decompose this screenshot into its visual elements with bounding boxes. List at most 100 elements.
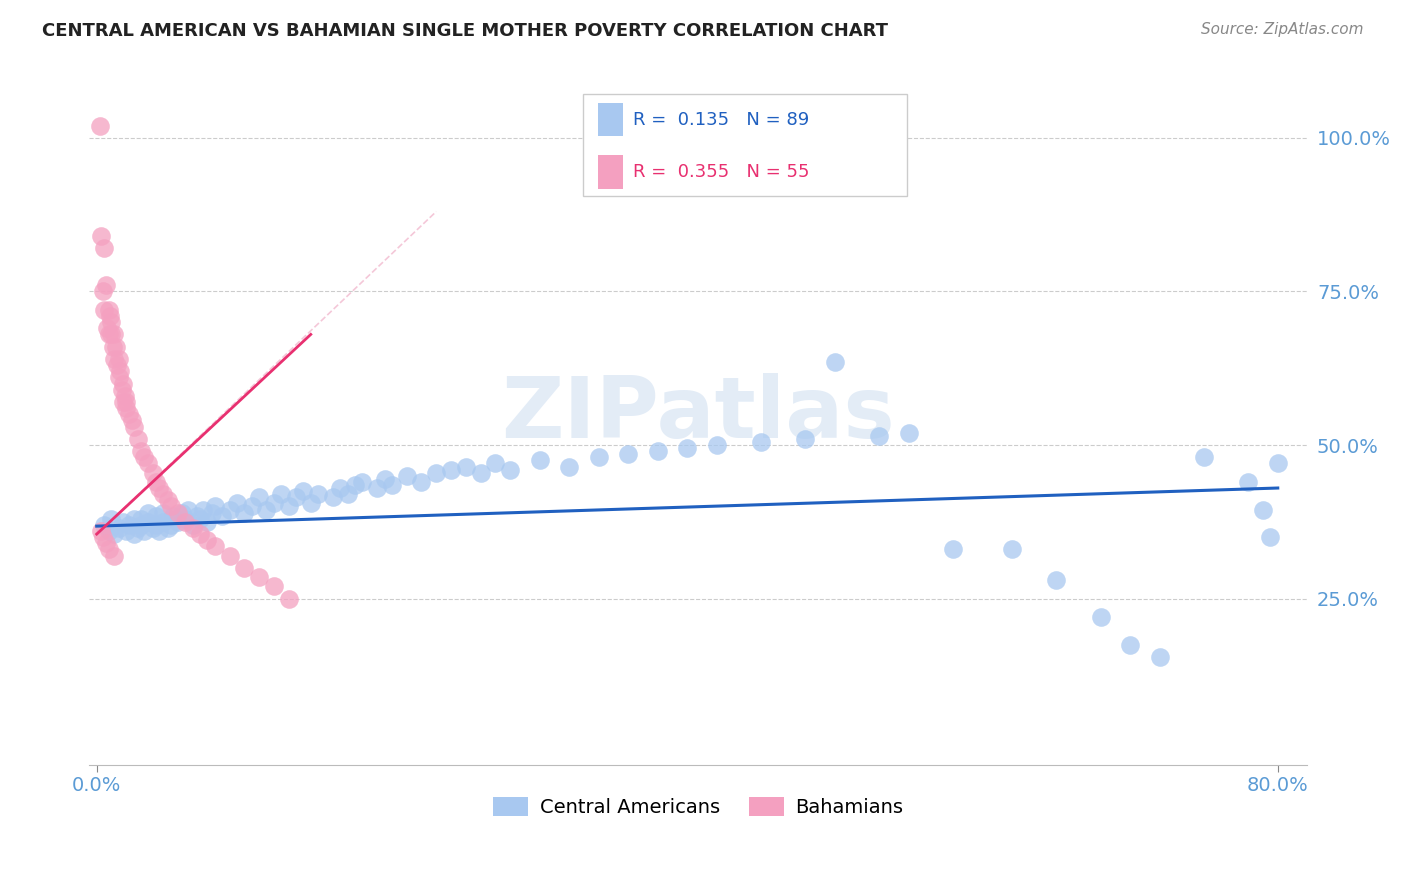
- Point: [226, 496, 249, 510]
- Point: [100, 315, 122, 329]
- Point: [299, 496, 322, 510]
- Point: [263, 496, 285, 510]
- Point: [1237, 475, 1260, 489]
- Point: [142, 466, 165, 480]
- Point: [111, 383, 134, 397]
- Point: [138, 506, 160, 520]
- Point: [96, 321, 118, 335]
- Point: [240, 500, 263, 514]
- Point: [247, 490, 270, 504]
- Point: [942, 542, 965, 557]
- Point: [172, 506, 194, 520]
- Point: [93, 302, 115, 317]
- Point: [159, 517, 181, 532]
- Point: [188, 527, 211, 541]
- Point: [115, 401, 138, 416]
- Point: [89, 119, 111, 133]
- Point: [127, 521, 149, 535]
- Point: [381, 478, 404, 492]
- Point: [218, 502, 240, 516]
- Point: [114, 389, 136, 403]
- Point: [121, 413, 143, 427]
- Point: [1192, 450, 1215, 465]
- Point: [103, 351, 125, 366]
- Point: [162, 508, 184, 523]
- Point: [292, 484, 315, 499]
- Point: [145, 517, 167, 532]
- Point: [558, 459, 581, 474]
- Point: [322, 490, 344, 504]
- Point: [115, 395, 138, 409]
- Point: [100, 512, 122, 526]
- Point: [588, 450, 610, 465]
- Point: [749, 434, 772, 449]
- Text: R =  0.135   N = 89: R = 0.135 N = 89: [633, 111, 808, 128]
- Point: [90, 524, 112, 538]
- Point: [201, 506, 224, 520]
- Point: [90, 229, 112, 244]
- Point: [127, 432, 149, 446]
- Point: [440, 462, 463, 476]
- Point: [91, 530, 114, 544]
- Point: [191, 502, 214, 516]
- Point: [186, 508, 208, 523]
- Point: [112, 395, 135, 409]
- Point: [159, 500, 181, 514]
- Point: [93, 241, 115, 255]
- Point: [647, 444, 669, 458]
- Point: [103, 327, 125, 342]
- Point: [132, 450, 155, 465]
- Point: [706, 438, 728, 452]
- Point: [152, 515, 174, 529]
- Point: [676, 441, 699, 455]
- Point: [344, 478, 367, 492]
- Point: [129, 512, 152, 526]
- Point: [307, 487, 329, 501]
- Point: [156, 521, 179, 535]
- Point: [132, 524, 155, 538]
- Point: [374, 472, 396, 486]
- Point: [118, 407, 141, 421]
- Point: [174, 512, 197, 526]
- Point: [197, 515, 219, 529]
- Point: [470, 466, 492, 480]
- Point: [181, 517, 204, 532]
- Point: [1260, 530, 1282, 544]
- Legend: Central Americans, Bahamians: Central Americans, Bahamians: [485, 789, 911, 825]
- Point: [103, 527, 125, 541]
- Point: [181, 521, 204, 535]
- Point: [1267, 457, 1289, 471]
- Point: [824, 355, 846, 369]
- Point: [97, 302, 120, 317]
- Point: [97, 524, 120, 538]
- Point: [529, 453, 551, 467]
- Point: [425, 466, 447, 480]
- Point: [138, 457, 160, 471]
- Point: [145, 508, 167, 523]
- Point: [104, 340, 127, 354]
- Point: [156, 493, 179, 508]
- Point: [152, 506, 174, 520]
- Point: [1045, 573, 1067, 587]
- Point: [211, 508, 233, 523]
- Point: [204, 500, 226, 514]
- Point: [110, 364, 132, 378]
- Point: [108, 521, 131, 535]
- Point: [142, 521, 165, 535]
- Point: [152, 487, 174, 501]
- Point: [1119, 638, 1142, 652]
- Point: [108, 370, 131, 384]
- Point: [197, 533, 219, 548]
- Point: [233, 506, 256, 520]
- Point: [91, 285, 114, 299]
- Text: CENTRAL AMERICAN VS BAHAMIAN SINGLE MOTHER POVERTY CORRELATION CHART: CENTRAL AMERICAN VS BAHAMIAN SINGLE MOTH…: [42, 22, 889, 40]
- Point: [218, 549, 240, 563]
- Text: R =  0.355   N = 55: R = 0.355 N = 55: [633, 163, 810, 181]
- Point: [97, 327, 120, 342]
- Point: [1149, 650, 1171, 665]
- Point: [270, 487, 292, 501]
- Point: [336, 487, 359, 501]
- Point: [129, 517, 152, 532]
- Point: [167, 515, 190, 529]
- Point: [112, 515, 135, 529]
